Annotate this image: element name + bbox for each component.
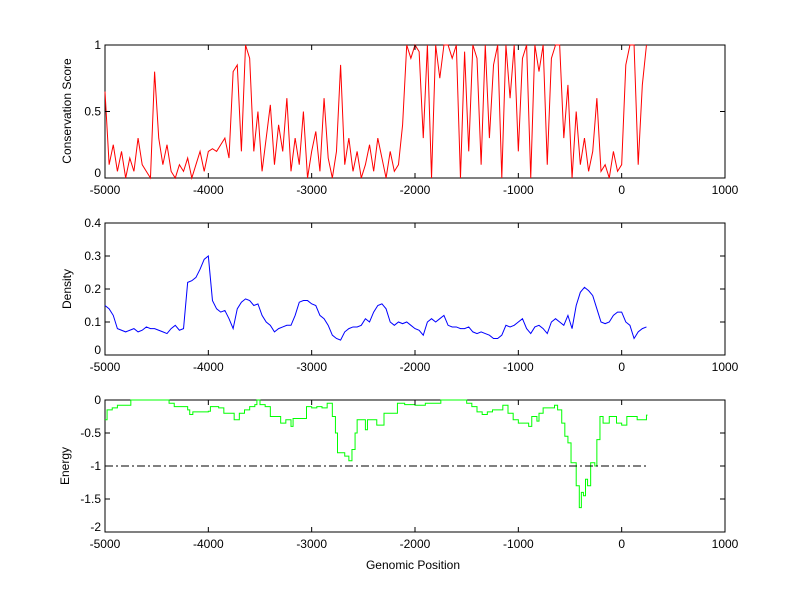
y-tick-label: 0.2 — [84, 282, 101, 296]
series-line — [105, 399, 648, 509]
y-tick-label: -1 — [90, 459, 101, 473]
x-tick-label: -5000 — [90, 360, 121, 374]
y-tick-label: -2 — [90, 520, 101, 534]
y-tick-label: 0.4 — [84, 216, 101, 230]
x-tick-label: -1000 — [503, 360, 534, 374]
y-tick-label: -1.5 — [80, 492, 101, 506]
y-tick-label: 0 — [94, 343, 101, 357]
conservation-axes: -5000 -4000 -3000 -2000 -1000 0 1000 0 0.5 1 — [84, 38, 738, 197]
y-tick-label: -0.5 — [80, 426, 101, 440]
series-line — [104, 255, 647, 341]
x-tick-label: -1000 — [503, 183, 534, 197]
y-tick-label: 0 — [94, 393, 101, 407]
x-tick-label: 0 — [618, 537, 625, 551]
x-tick-label: -3000 — [296, 537, 327, 551]
x-tick-label: -4000 — [193, 183, 224, 197]
y-axis-label: Conservation Score — [60, 58, 74, 164]
x-tick-label: 1000 — [712, 360, 739, 374]
series-line — [104, 43, 647, 180]
y-tick-label: 1 — [94, 38, 101, 52]
x-tick-label: -2000 — [400, 537, 431, 551]
x-tick-label: -2000 — [400, 360, 431, 374]
density-axes: -5000 -4000 -3000 -2000 -1000 0 1000 0 0.1 0.2 0.3… — [84, 216, 738, 374]
energy-axes: -5000 -4000 -3000 -2000 -1000 0 1000 -2 -1.5 -1 -0… — [80, 393, 738, 551]
y-axis-label: Density — [60, 269, 74, 309]
x-axis-label: Genomic Position — [366, 558, 460, 572]
x-tick-label: -3000 — [296, 360, 327, 374]
x-tick-label: -5000 — [90, 537, 121, 551]
y-tick-label: 0.1 — [84, 315, 101, 329]
x-tick-label: -4000 — [193, 360, 224, 374]
plot-area — [104, 222, 726, 356]
y-tick-label: 0.3 — [84, 249, 101, 263]
x-tick-label: -1000 — [503, 537, 534, 551]
x-tick-label: 1000 — [712, 537, 739, 551]
x-tick-label: -3000 — [296, 183, 327, 197]
x-tick-label: 0 — [618, 360, 625, 374]
x-tick-label: -4000 — [193, 537, 224, 551]
y-tick-label: 0.5 — [84, 105, 101, 119]
x-tick-label: -5000 — [90, 183, 121, 197]
y-tick-label: 0 — [94, 166, 101, 180]
x-tick-label: 1000 — [712, 183, 739, 197]
x-tick-label: 0 — [618, 183, 625, 197]
y-axis-label: Energy — [58, 447, 72, 485]
x-tick-label: -2000 — [400, 183, 431, 197]
